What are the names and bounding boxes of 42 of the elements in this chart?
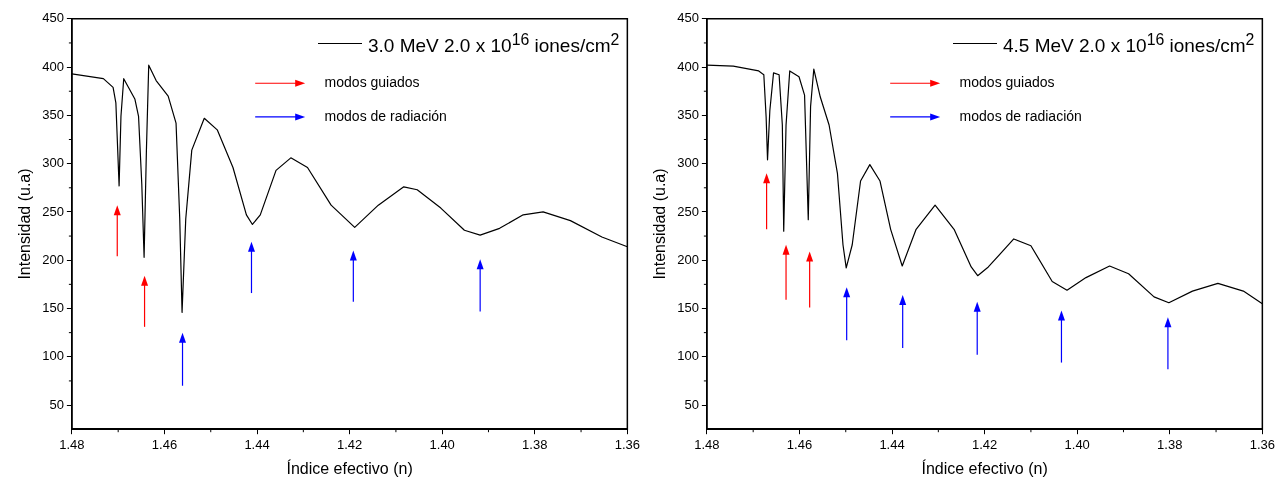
y-tick-label: 150 xyxy=(42,300,64,316)
y-tick-label: 450 xyxy=(42,10,64,26)
y-tick-label: 450 xyxy=(677,10,699,26)
y-tick-label: 250 xyxy=(677,203,699,219)
legend-label: 3.0 MeV 2.0 x 10$^{16}$ iones/cm$^{2}$ xyxy=(367,30,620,58)
y-tick-label: 350 xyxy=(677,106,699,122)
x-tick-label: 1.36 xyxy=(614,436,641,452)
y-tick-label: 400 xyxy=(677,58,699,74)
annotation: modos guiados xyxy=(959,74,1055,91)
x-axis-title: Índice efectivo (n) xyxy=(921,458,1048,477)
x-tick-label: 1.42 xyxy=(336,436,363,452)
y-tick-label: 100 xyxy=(42,348,64,364)
y-tick-label: 200 xyxy=(42,251,64,267)
x-tick-label: 1.36 xyxy=(1249,436,1276,452)
y-tick-label: 150 xyxy=(677,300,699,316)
x-tick-label: 1.38 xyxy=(1157,436,1183,452)
x-tick-label: 1.38 xyxy=(522,436,548,452)
y-tick-label: 300 xyxy=(677,155,699,171)
x-tick-label: 1.40 xyxy=(1064,436,1090,452)
legend-label: 4.5 MeV 2.0 x 10$^{16}$ iones/cm$^{2}$ xyxy=(1002,30,1255,58)
x-tick-label: 1.44 xyxy=(244,436,270,452)
y-tick-label: 50 xyxy=(684,396,699,412)
x-axis-title: Índice efectivo (n) xyxy=(286,458,413,477)
y-axis-title: Intensidad (u.a) xyxy=(651,168,669,280)
y-axis-title: Intensidad (u.a) xyxy=(16,168,34,280)
x-tick-label: 1.48 xyxy=(694,436,720,452)
x-tick-label: 1.44 xyxy=(879,436,905,452)
x-tick-label: 1.46 xyxy=(786,436,813,452)
y-tick-label: 100 xyxy=(677,348,699,364)
y-tick-label: 300 xyxy=(42,155,64,171)
y-tick-label: 400 xyxy=(42,58,64,74)
y-tick-label: 250 xyxy=(42,203,64,219)
annotation: modos de radiación xyxy=(324,107,447,124)
y-tick-label: 350 xyxy=(42,106,64,122)
x-tick-label: 1.46 xyxy=(151,436,178,452)
y-tick-label: 50 xyxy=(49,396,64,412)
y-tick-label: 200 xyxy=(677,251,699,267)
x-tick-label: 1.42 xyxy=(971,436,998,452)
x-tick-label: 1.48 xyxy=(59,436,85,452)
annotation: modos guiados xyxy=(324,74,420,91)
x-tick-label: 1.40 xyxy=(429,436,455,452)
annotation: modos de radiación xyxy=(959,107,1082,124)
